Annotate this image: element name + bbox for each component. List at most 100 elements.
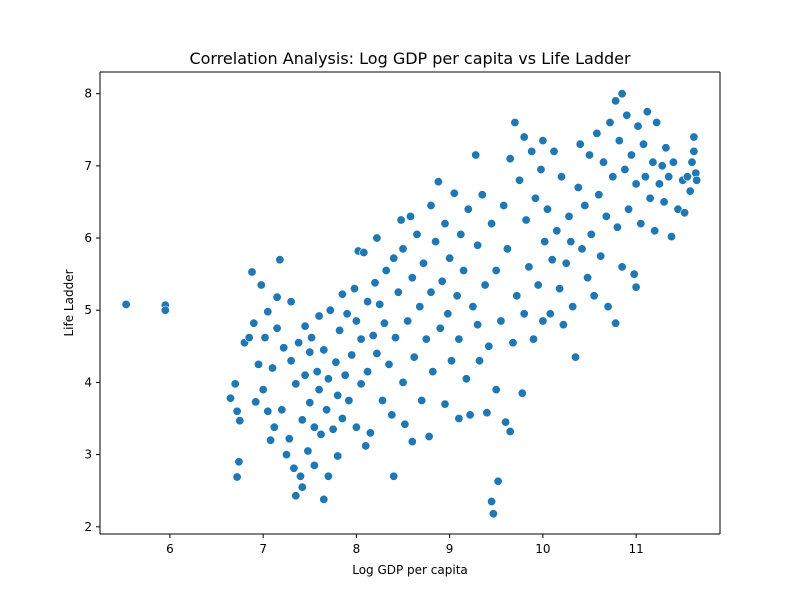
y-tick-label: 8 [84, 87, 92, 101]
data-point [230, 379, 240, 389]
data-point [629, 269, 639, 279]
data-point [473, 240, 483, 250]
data-point [589, 291, 599, 301]
data-point [491, 265, 501, 275]
data-point [277, 405, 287, 415]
data-point [502, 244, 512, 254]
data-point [493, 476, 503, 486]
data-point [680, 208, 690, 218]
data-point [256, 280, 266, 290]
data-point [232, 406, 242, 416]
data-point [645, 193, 655, 203]
y-tick-label: 7 [84, 159, 92, 173]
data-point [687, 157, 697, 167]
data-point [443, 309, 453, 319]
x-axis-label: Log GDP per capita [352, 563, 468, 577]
y-tick-label: 3 [84, 448, 92, 462]
data-point [555, 284, 565, 294]
data-point [286, 297, 296, 307]
data-point [682, 172, 692, 182]
data-point [440, 399, 450, 409]
data-point [335, 325, 345, 335]
data-point [351, 422, 361, 432]
data-point [361, 441, 371, 451]
data-point [611, 96, 621, 106]
data-point [289, 463, 299, 473]
data-point [389, 253, 399, 263]
data-point [636, 219, 646, 229]
data-point [251, 397, 261, 407]
data-point [620, 165, 630, 175]
data-point [260, 333, 270, 343]
data-point [642, 107, 652, 117]
data-point [407, 437, 417, 447]
data-point [269, 422, 279, 432]
data-point [322, 405, 332, 415]
data-point [390, 333, 400, 343]
data-point [333, 390, 343, 400]
data-point [517, 388, 527, 398]
data-point [622, 110, 632, 120]
data-point [505, 154, 515, 164]
data-point [580, 201, 590, 211]
data-point [538, 136, 548, 146]
data-point [556, 172, 566, 182]
data-point [344, 395, 354, 405]
data-point [347, 350, 357, 360]
data-point [471, 150, 481, 160]
data-point [519, 309, 529, 319]
data-point [633, 121, 643, 131]
data-point [510, 118, 520, 128]
data-point [333, 451, 343, 461]
x-tick-label: 9 [446, 542, 454, 556]
data-point [291, 379, 301, 389]
data-point [272, 323, 282, 333]
data-point [297, 482, 307, 492]
data-point [594, 190, 604, 200]
data-point [487, 219, 497, 229]
data-point [400, 419, 410, 429]
data-point [611, 318, 621, 328]
data-point [375, 299, 385, 309]
data-point [640, 172, 650, 182]
data-point [650, 226, 660, 236]
data-point [307, 333, 317, 343]
data-point [281, 450, 291, 460]
data-point [428, 367, 438, 377]
data-point [568, 302, 578, 312]
data-point [421, 334, 431, 344]
data-point [435, 323, 445, 333]
data-point [491, 385, 501, 395]
data-point [561, 258, 571, 268]
data-point [624, 204, 634, 214]
data-point [538, 316, 548, 326]
data-point [648, 157, 658, 167]
data-point [286, 356, 296, 366]
data-point [426, 287, 436, 297]
data-point [601, 211, 611, 221]
data-point [309, 422, 319, 432]
data-point [454, 334, 464, 344]
data-point [433, 177, 443, 187]
data-point [372, 348, 382, 358]
data-point [482, 408, 492, 418]
data-point [368, 330, 378, 340]
data-point [459, 265, 469, 275]
data-point [359, 248, 369, 258]
data-point [407, 273, 417, 283]
data-point [542, 204, 552, 214]
data-point [305, 347, 315, 357]
data-point [389, 471, 399, 481]
data-point [692, 175, 702, 185]
data-point [337, 289, 347, 299]
y-tick-label: 5 [84, 303, 92, 317]
data-point [508, 338, 518, 348]
data-point [305, 398, 315, 408]
data-point [244, 333, 254, 343]
data-point [295, 471, 305, 481]
data-point [279, 343, 289, 353]
x-axis-ticks: 6 7 8 9 10 11 [166, 534, 644, 556]
data-point [337, 413, 347, 423]
data-point [456, 229, 466, 239]
